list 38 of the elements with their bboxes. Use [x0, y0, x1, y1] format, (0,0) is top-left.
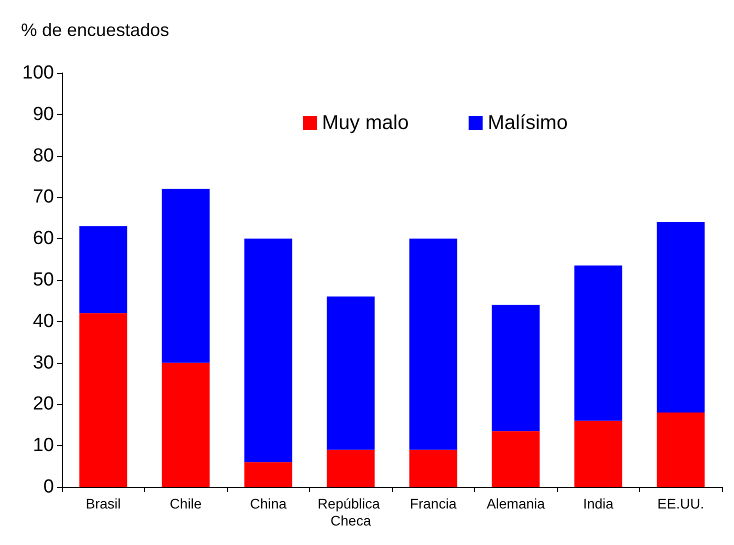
- y-tick-label: 40: [32, 310, 54, 332]
- bar: [656, 222, 705, 412]
- x-tick-label: EE.UU.: [657, 496, 704, 512]
- y-tick-label: 20: [32, 394, 54, 415]
- y-axis-title: % de encuestados: [21, 20, 170, 40]
- x-tick-label: India: [583, 496, 614, 512]
- legend-label: Malísimo: [488, 112, 568, 134]
- x-tick-label: Chile: [170, 496, 202, 512]
- y-tick-label: 30: [32, 352, 54, 374]
- bar: [162, 188, 210, 363]
- x-tick-label: Alemania: [486, 496, 546, 512]
- y-tick-label: 10: [32, 435, 54, 456]
- bar: [79, 226, 128, 314]
- y-tick-label: 80: [32, 145, 54, 166]
- bar: [244, 462, 292, 487]
- y-tick-label: 90: [32, 104, 54, 125]
- y-tick-label: 100: [22, 62, 54, 84]
- bar: [409, 450, 458, 487]
- y-tick-label: 50: [32, 270, 54, 290]
- y-tick-label: 0: [43, 476, 54, 498]
- y-tick-label: 70: [32, 186, 54, 208]
- bar: [492, 431, 540, 487]
- y-tick-label: 60: [32, 228, 54, 250]
- x-tick-label: Francia: [410, 496, 457, 512]
- bar: [162, 362, 210, 487]
- bar: [326, 296, 375, 450]
- bar: [79, 313, 128, 487]
- legend-label: Muy malo: [322, 112, 409, 134]
- x-tick-label: República Checa: [318, 496, 384, 528]
- bar: [574, 420, 622, 487]
- bar: [492, 304, 540, 432]
- bar: [656, 412, 705, 487]
- bar: [409, 238, 458, 450]
- bar: [244, 238, 292, 462]
- x-tick-label: Brasil: [86, 496, 121, 512]
- bar: [574, 266, 622, 421]
- x-tick-label: China: [250, 496, 287, 512]
- bar: [326, 450, 375, 487]
